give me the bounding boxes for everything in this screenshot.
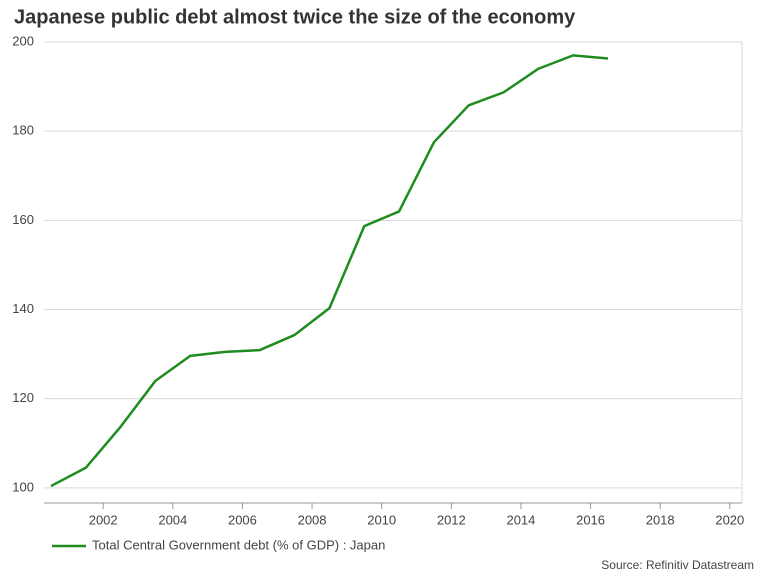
x-tick-label: 2016 [576, 512, 605, 527]
source: Source: Refinitiv Datastream [601, 558, 754, 572]
y-tick-label: 160 [12, 212, 34, 227]
y-tick-label: 140 [12, 301, 34, 316]
y-tick-label: 100 [12, 479, 34, 494]
y-tick-label: 120 [12, 390, 34, 405]
legend-label: Total Central Government debt (% of GDP)… [92, 537, 385, 552]
x-tick-label: 2018 [646, 512, 675, 527]
x-tick-label: 2002 [89, 512, 118, 527]
chart-title: Japanese public debt almost twice the si… [14, 6, 576, 28]
x-tick-label: 2010 [367, 512, 396, 527]
x-tick-label: 2006 [228, 512, 257, 527]
x-tick-label: 2004 [158, 512, 187, 527]
x-tick-label: 2008 [298, 512, 327, 527]
x-tick-label: 2012 [437, 512, 466, 527]
x-tick-label: 2020 [715, 512, 744, 527]
y-tick-label: 200 [12, 33, 34, 48]
data-line [50, 54, 609, 488]
y-tick-label: 180 [12, 123, 34, 138]
x-tick-label: 2014 [506, 512, 535, 527]
